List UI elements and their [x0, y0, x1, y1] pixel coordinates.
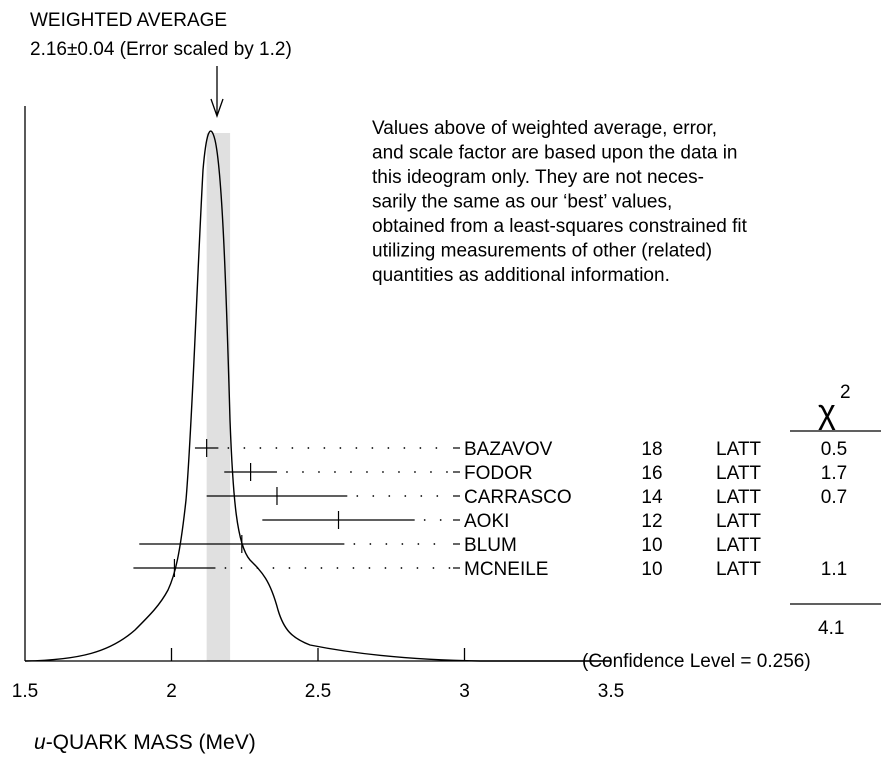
measurement-technique: LATT [716, 439, 761, 460]
measurement-year: 10 [641, 559, 662, 580]
x-tick-label: 1.5 [12, 681, 38, 702]
chart-subtitle: 2.16±0.04 (Error scaled by 1.2) [30, 39, 292, 60]
measurement-chi2: 0.5 [821, 439, 847, 460]
measurement-row: BLUM 10 LATT [139, 535, 761, 556]
measurement-year: 12 [641, 511, 662, 532]
measurement-name: BAZAVOV [464, 439, 553, 460]
measurement-name: BLUM [464, 535, 517, 556]
measurement-technique: LATT [716, 487, 761, 508]
chi2-total: 4.1 [818, 618, 844, 639]
note-line: and scale factor are based upon the data… [372, 143, 737, 164]
measurement-row: AOKI 12 LATT [262, 511, 761, 532]
x-axis-label-text: -QUARK MASS (MeV) [46, 731, 256, 754]
x-tick-label: 3.5 [598, 681, 624, 702]
measurement-row: BAZAVOV 18 LATT 0.5 [194, 439, 847, 460]
dot-leader [356, 495, 439, 497]
note-line: utilizing measurements of other (related… [372, 241, 712, 262]
measurement-technique: LATT [716, 559, 761, 580]
note-line: sarily the same as our ‘best’ values, [372, 192, 672, 213]
dot-leader [227, 447, 438, 449]
measurement-chi2: 1.1 [821, 559, 847, 580]
note-line: quantities as additional information. [372, 265, 670, 286]
measurement-name: CARRASCO [464, 487, 572, 508]
measurement-chi2: 1.7 [821, 463, 847, 484]
measurement-year: 16 [641, 463, 662, 484]
measurement-technique: LATT [716, 535, 761, 556]
measurement-row: MCNEILE 10 LATT 1.1 [133, 559, 847, 580]
note-text: Values above of weighted average, error,… [372, 118, 748, 286]
measurement-name: AOKI [464, 511, 509, 532]
x-tick-label: 2.5 [305, 681, 331, 702]
measurement-year: 14 [641, 487, 663, 508]
dot-leader [353, 543, 436, 545]
x-axis-label-italic: u [34, 731, 46, 754]
measurement-year: 10 [641, 535, 662, 556]
x-axis-label: u-QUARK MASS (MeV) [34, 731, 256, 754]
measurement-technique: LATT [716, 463, 761, 484]
measurement-name: MCNEILE [464, 559, 548, 580]
dot-leader [286, 471, 448, 473]
note-line: this ideogram only. They are not neces- [372, 167, 704, 188]
average-arrow-head [210, 98, 224, 118]
measurement-row: FODOR 16 LATT 1.7 [224, 463, 847, 484]
x-tick-label: 2 [166, 681, 177, 702]
note-line: obtained from a least-squares constraine… [372, 216, 748, 237]
dot-leader [423, 519, 442, 521]
weighted-average-band [206, 133, 231, 661]
chart-title: WEIGHTED AVERAGE [30, 10, 227, 31]
measurement-row: CARRASCO 14 LATT 0.7 [206, 487, 847, 508]
measurement-year: 18 [641, 439, 662, 460]
dot-leader [224, 567, 451, 569]
chi2-header-symbol: χ [818, 393, 836, 431]
ideogram-curve [24, 130, 611, 662]
measurement-name: FODOR [464, 463, 533, 484]
note-line: Values above of weighted average, error, [372, 118, 717, 139]
measurement-technique: LATT [716, 511, 761, 532]
x-tick-label: 3 [459, 681, 470, 702]
chi2-header-exponent: 2 [840, 382, 851, 403]
measurement-chi2: 0.7 [821, 487, 847, 508]
confidence-level: (Confidence Level = 0.256) [582, 651, 811, 672]
